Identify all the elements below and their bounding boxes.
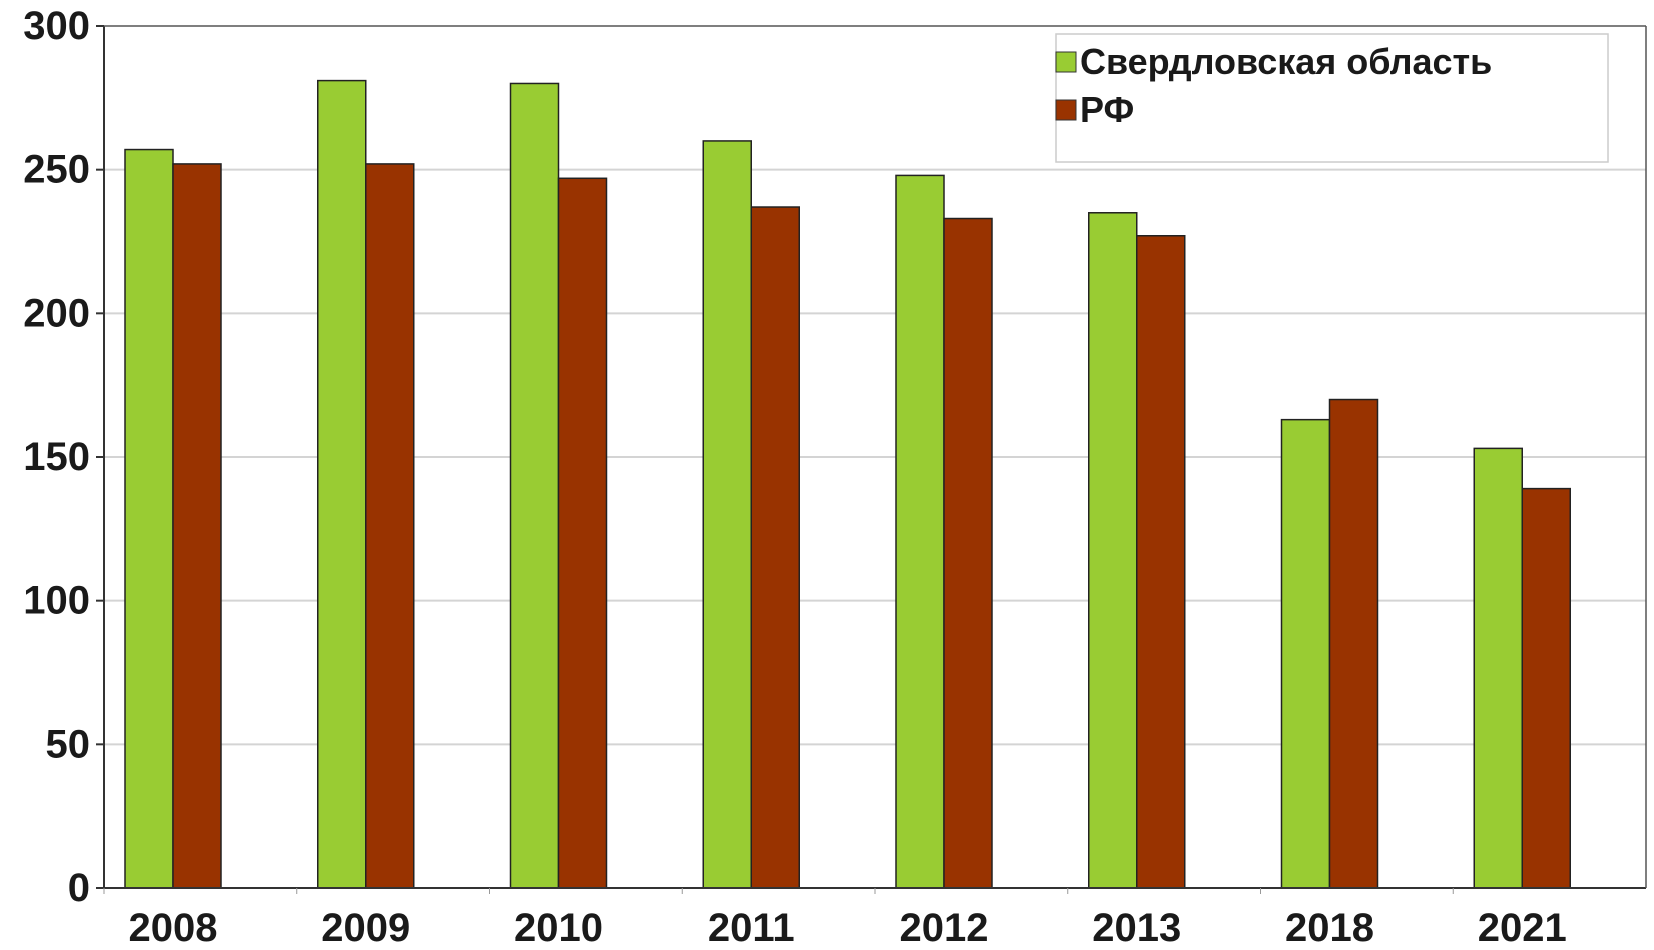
y-tick-label: 100 xyxy=(23,579,90,623)
y-tick-label: 150 xyxy=(23,435,90,479)
legend-swatch-sverdlovsk xyxy=(1055,51,1077,73)
bar-sverdlovsk-2021 xyxy=(1473,447,1523,889)
bar-rf-2018 xyxy=(1328,398,1379,889)
y-tick-label: 50 xyxy=(46,722,91,766)
bar-rf-2009 xyxy=(365,163,415,889)
bar-sverdlovsk-2011 xyxy=(702,140,752,889)
bar-sverdlovsk-2018 xyxy=(1280,418,1331,889)
x-axis-ticks: 2008 2009 2010 2011 2012 2013 2018 2021 xyxy=(103,888,1567,950)
bar-rf-2012 xyxy=(943,217,993,889)
x-tick-label: 2013 xyxy=(1092,906,1181,950)
y-tick-label: 250 xyxy=(23,148,90,192)
bars xyxy=(124,79,1571,889)
legend-label-sverdlovsk: Свердловская область xyxy=(1080,41,1492,82)
legend: Свердловская область РФ xyxy=(1055,33,1609,163)
x-tick-label: 2021 xyxy=(1478,906,1567,950)
x-tick-label: 2008 xyxy=(129,906,218,950)
legend-box xyxy=(1055,33,1609,163)
bar-sverdlovsk-2010 xyxy=(509,82,560,889)
bar-rf-2021 xyxy=(1521,487,1571,889)
legend-swatch-rf xyxy=(1055,99,1077,121)
y-axis-ticks: 0 50 100 150 200 250 300 xyxy=(23,4,104,910)
bar-sverdlovsk-2013 xyxy=(1088,212,1138,889)
y-tick-label: 200 xyxy=(23,291,90,335)
x-tick-label: 2012 xyxy=(900,906,989,950)
bar-sverdlovsk-2009 xyxy=(317,79,367,889)
bar-sverdlovsk-2012 xyxy=(895,174,945,889)
x-tick-label: 2010 xyxy=(514,906,603,950)
x-tick-label: 2011 xyxy=(708,906,795,950)
bar-sverdlovsk-2008 xyxy=(124,148,174,889)
bar-rf-2011 xyxy=(750,206,800,889)
legend-label-rf: РФ xyxy=(1080,89,1134,130)
bar-rf-2013 xyxy=(1136,235,1186,889)
y-tick-label: 300 xyxy=(23,4,90,48)
x-tick-label: 2009 xyxy=(321,906,410,950)
y-tick-label: 0 xyxy=(68,866,90,910)
bar-rf-2008 xyxy=(172,163,222,889)
bar-rf-2010 xyxy=(557,177,608,889)
x-tick-label: 2018 xyxy=(1285,906,1374,950)
